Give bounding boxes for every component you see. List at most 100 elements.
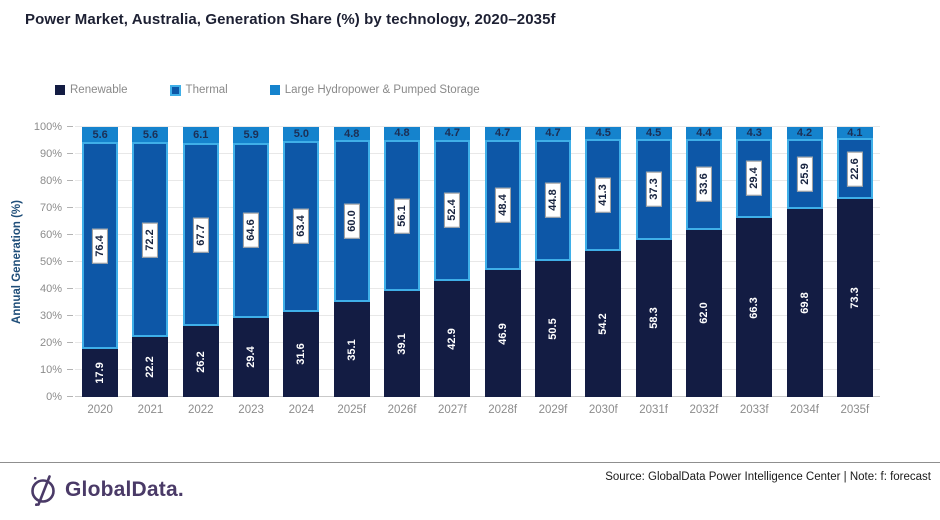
bar-value-label: 4.8: [394, 127, 410, 140]
bar-segment-thermal-2032f: 33.6: [685, 138, 722, 230]
bar-value-label: 39.1: [395, 333, 408, 355]
y-tick-mark: [67, 315, 73, 316]
bar-segment-renewable-2020: 17.9: [82, 348, 119, 397]
bar-value-label: 5.6: [142, 128, 159, 141]
x-axis-label-2031f: 2031f: [639, 404, 668, 416]
bar-slot-2029f: 50.5 44.8 4.7: [528, 127, 578, 397]
bar-value-label: 42.9: [446, 328, 459, 350]
bar-value-label: 17.9: [94, 362, 107, 384]
stacked-bar-2029f: 50.5 44.8 4.7: [534, 127, 571, 397]
gridline: [75, 153, 880, 154]
legend-item-renewable: Renewable: [55, 84, 128, 96]
bar-segment-renewable-2033f: 66.3: [736, 218, 773, 397]
bar-slot-2022: 26.2 67.7 6.1: [176, 127, 226, 397]
x-axis-label-2027f: 2027f: [437, 404, 467, 416]
bar-value-label: 46.9: [496, 322, 509, 345]
bar-value-label: 25.9: [796, 155, 813, 192]
bar-value-label: 22.2: [144, 356, 157, 378]
y-tick-label: 100%: [33, 121, 62, 133]
bar-value-label: 26.2: [194, 350, 207, 373]
x-axis-label-2026f: 2026f: [387, 404, 417, 416]
x-axis-label-2030f: 2030f: [588, 404, 618, 416]
stacked-bar-2030f: 54.2 41.3 4.5: [585, 127, 622, 397]
legend-label: Large Hydropower & Pumped Storage: [284, 84, 480, 96]
bar-value-label: 37.3: [645, 171, 662, 208]
y-tick-label: 20%: [39, 337, 62, 349]
bar-value-label: 4.7: [545, 127, 561, 140]
bar-value-label: 5.9: [243, 129, 259, 142]
bar-value-label: 52.4: [444, 192, 461, 229]
bar-value-label: 4.7: [444, 127, 460, 140]
bar-segment-thermal-2028f: 48.4: [484, 139, 521, 271]
bar-segment-renewable-2023: 29.4: [233, 317, 270, 397]
bar-value-label: 22.6: [846, 150, 863, 187]
bar-slot-2024: 31.6 63.4 5.0: [276, 127, 326, 397]
bar-value-label: 4.7: [495, 127, 511, 140]
y-tick-label: 30%: [39, 310, 62, 322]
stacked-bar-2024: 31.6 63.4 5.0: [283, 127, 320, 397]
x-axis-label-2024: 2024: [288, 404, 315, 416]
stacked-bar-2025f: 35.1 60.0 4.8: [333, 127, 370, 397]
bar-value-label: 60.0: [343, 203, 360, 239]
bar-segment-thermal-2027f: 52.4: [434, 139, 471, 282]
x-axis-line: [75, 396, 880, 397]
legend-swatch-renewable: [55, 85, 65, 95]
bar-segment-renewable-2025f: 35.1: [333, 302, 370, 397]
gridline: [75, 288, 880, 289]
bar-segment-renewable-2024: 31.6: [283, 311, 320, 397]
stacked-bar-2033f: 66.3 29.4 4.3: [736, 126, 773, 397]
bar-segment-renewable-2021: 22.2: [132, 337, 169, 397]
bar-value-label: 4.5: [645, 127, 662, 140]
stacked-bar-2035f: 73.3 22.6 4.1: [836, 127, 873, 397]
bar-segment-renewable-2026f: 39.1: [384, 291, 421, 397]
bar-value-label: 4.5: [595, 127, 611, 140]
bar-segment-renewable-2032f: 62.0: [685, 229, 722, 397]
bar-slot-2021: 22.2 72.2 5.6: [125, 127, 175, 397]
stacked-bar-2028f: 46.9 48.4 4.7: [484, 127, 521, 397]
bar-value-label: 44.8: [544, 182, 562, 218]
gridline: [75, 315, 880, 316]
bar-value-label: 4.3: [746, 126, 762, 139]
bar-value-label: 72.2: [142, 221, 159, 258]
x-axis-label-2029f: 2029f: [538, 404, 568, 416]
bar-segment-renewable-2027f: 42.9: [434, 281, 471, 397]
bar-segment-large-hydropower-pumped-storage-2023: 5.9: [233, 127, 270, 144]
bar-value-label: 63.4: [293, 208, 310, 244]
x-axis-label-2021: 2021: [137, 404, 164, 416]
x-axis-label-2020: 2020: [87, 404, 113, 416]
y-tick-label: 60%: [39, 229, 62, 241]
bar-slot-2030f: 54.2 41.3 4.5: [578, 127, 628, 397]
stacked-bar-2023: 29.4 64.6 5.9: [233, 127, 270, 397]
bar-value-label: 50.5: [546, 318, 559, 340]
x-axis-label-2025f: 2025f: [337, 404, 367, 416]
chart-title: Power Market, Australia, Generation Shar…: [25, 11, 556, 28]
bar-value-label: 62.0: [697, 302, 710, 325]
globaldata-logo-text: GlobalData.: [65, 478, 184, 501]
bar-slot-2023: 29.4 64.6 5.9: [226, 127, 276, 397]
bar-segment-large-hydropower-pumped-storage-2030f: 4.5: [585, 127, 622, 140]
legend-item-large-hydropower-pumped-storage: Large Hydropower & Pumped Storage: [269, 84, 480, 96]
x-axis-label-2032f: 2032f: [689, 404, 719, 416]
gridline: [75, 369, 880, 370]
bar-segment-thermal-2029f: 44.8: [534, 139, 571, 261]
bar-slot-2035f: 73.3 22.6 4.1: [830, 127, 880, 397]
bar-value-label: 54.2: [597, 313, 610, 335]
globaldata-logo-icon: [29, 474, 59, 506]
legend-label: Renewable: [70, 84, 128, 96]
bar-segment-thermal-2031f: 37.3: [635, 139, 672, 240]
bar-segment-renewable-2028f: 46.9: [484, 270, 521, 397]
bar-segment-thermal-2035f: 22.6: [836, 138, 873, 200]
bar-value-label: 29.4: [245, 346, 258, 369]
x-axis-labels: 2020 2021 2022 2023 2024 2025f 2026f 2027f 2028f…: [75, 404, 880, 416]
bar-segment-large-hydropower-pumped-storage-2033f: 4.3: [736, 126, 773, 139]
bar-value-label: 73.3: [848, 287, 861, 309]
gridline: [75, 126, 880, 127]
bar-segment-thermal-2020: 76.4: [82, 142, 119, 349]
stacked-bar-2026f: 39.1 56.1 4.8: [384, 127, 421, 397]
y-tick-label: 90%: [39, 148, 62, 160]
bar-value-label: 67.7: [192, 217, 209, 253]
bar-segment-large-hydropower-pumped-storage-2034f: 4.2: [786, 127, 823, 139]
y-tick-label: 50%: [39, 256, 62, 268]
chart-legend: Renewable Thermal Large Hydropower & Pumpe…: [55, 84, 480, 96]
bar-segment-thermal-2030f: 41.3: [585, 139, 622, 251]
